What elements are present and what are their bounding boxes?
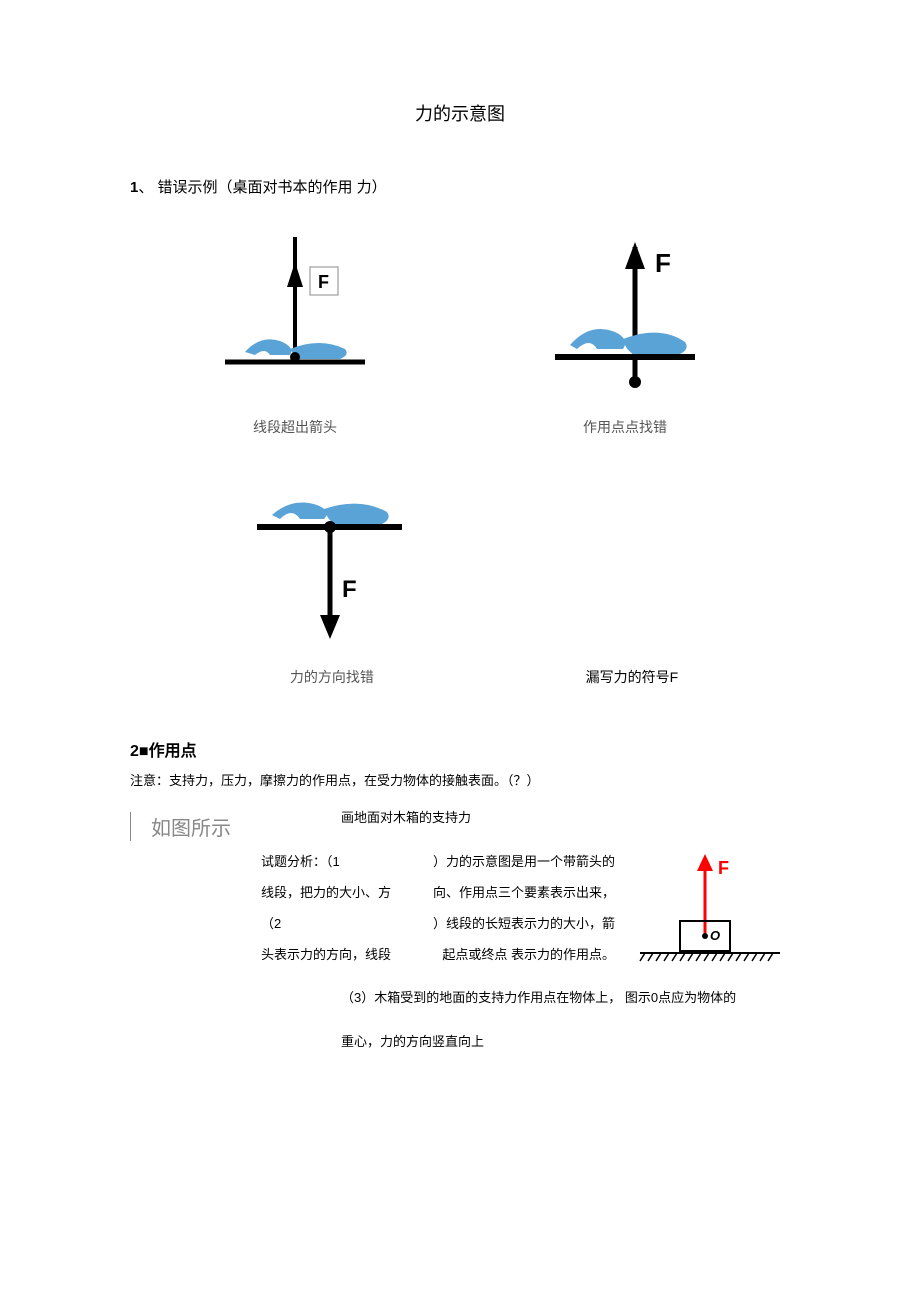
diagram-row-1: F 线段超出箭头 F 作用点点找错	[130, 227, 790, 437]
diagram-4-caption-text: 漏写力的符号F	[586, 669, 679, 685]
analysis-line-6: 重心，力的方向竖直向上	[341, 1025, 790, 1059]
diagram-1: F 线段超出箭头	[205, 227, 385, 437]
box-label-o: O	[710, 928, 720, 943]
section-2-number: 2	[130, 743, 139, 760]
diagram-1-caption: 线段超出箭头	[205, 417, 385, 437]
diagram-2: F 作用点点找错	[535, 227, 715, 437]
diagram-1-label: F	[318, 272, 329, 292]
diagram-3-caption: 力的方向找错	[242, 667, 422, 687]
diagram-4-caption: 漏写力的符号F	[586, 667, 679, 687]
box-diagram-wrapper: F O	[630, 846, 790, 966]
section-2-note: 注意：支持力，压力，摩擦力的作用点，在受力物体的接触表面。（？）	[130, 771, 790, 792]
analysis-line-5: （3）木箱受到的地面的支持力作用点在物体上， 图示0点应为物体的	[341, 981, 790, 1015]
diagram-3-label: F	[342, 576, 357, 603]
section-2-square: ■	[139, 743, 149, 760]
diagram-2-svg: F	[535, 227, 715, 407]
section-1-text: 、 错误示例（桌面对书本的作用 力）	[138, 179, 386, 196]
diagram-3: F 力的方向找错	[242, 477, 422, 687]
section-2-text: 作用点	[149, 743, 197, 760]
diagram-2-label: F	[655, 248, 671, 278]
box-label-f: F	[718, 858, 729, 878]
example-title: 画地面对木箱的支持力	[341, 807, 790, 826]
page-title: 力的示意图	[130, 100, 790, 126]
section-1-heading: 1、 错误示例（桌面对书本的作用 力）	[130, 176, 790, 197]
diagram-4: 漏写力的符号F	[586, 517, 679, 687]
example-content: 画地面对木箱的支持力 F O	[261, 807, 790, 1059]
example-block: 如图所示 画地面对木箱的支持力 F O	[130, 807, 790, 1059]
diagram-2-caption: 作用点点找错	[535, 417, 715, 437]
diagram-3-svg: F	[242, 477, 422, 657]
analysis-wrap: F O	[261, 846, 790, 1059]
diagram-1-svg: F	[205, 227, 385, 407]
box-diagram-svg: F O	[630, 846, 790, 966]
section-2-heading: 2■作用点	[130, 737, 790, 761]
example-side-label: 如图所示	[130, 812, 231, 841]
diagram-row-2: F 力的方向找错 漏写力的符号F	[130, 477, 790, 687]
